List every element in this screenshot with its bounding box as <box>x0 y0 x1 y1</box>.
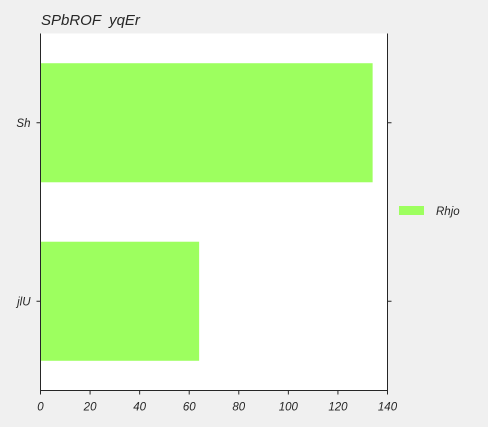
x-tick-label: 80 <box>232 402 245 414</box>
legend-label: Rhjo <box>436 206 460 218</box>
x-tick-label: 120 <box>328 402 348 414</box>
y-tick-label: jlU <box>15 296 31 308</box>
bar-Sh <box>40 63 373 183</box>
legend-swatch <box>399 206 424 215</box>
x-tick-label: 40 <box>133 402 146 414</box>
bar-jlU <box>40 241 200 361</box>
legend: Rhjo <box>399 206 460 218</box>
y-tick-label: Sh <box>16 118 30 130</box>
bars-layer <box>40 63 373 361</box>
axes-layer <box>40 33 388 391</box>
chart-title: SPbROF yqEr <box>41 12 141 29</box>
y-ticks: Sh jlU <box>15 118 392 308</box>
x-tick-label: 140 <box>378 402 398 414</box>
x-tick-label: 0 <box>37 402 44 414</box>
x-tick-label: 100 <box>279 402 299 414</box>
x-tick-label: 20 <box>83 402 97 414</box>
x-tick-label: 60 <box>183 402 196 414</box>
x-ticks: 0 20 40 60 80 100 120 140 <box>37 390 398 414</box>
